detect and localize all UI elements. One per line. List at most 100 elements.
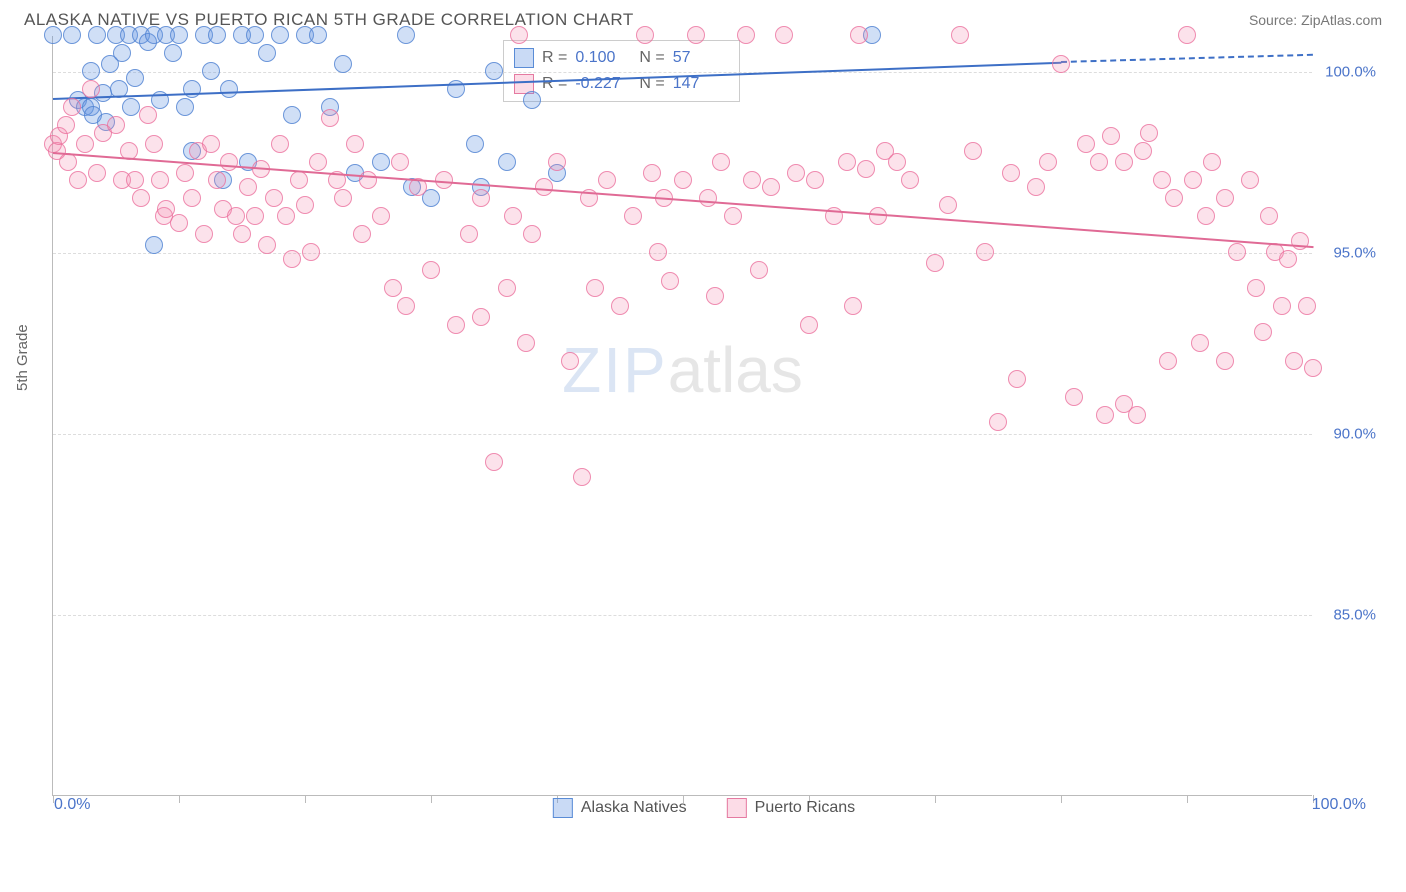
legend-label-pink: Puerto Ricans xyxy=(755,799,856,817)
data-point xyxy=(208,171,226,189)
watermark: ZIPatlas xyxy=(562,333,803,407)
y-tick-label: 95.0% xyxy=(1320,245,1376,262)
data-point xyxy=(573,468,591,486)
data-point xyxy=(126,171,144,189)
data-point xyxy=(151,171,169,189)
data-point xyxy=(126,69,144,87)
data-point xyxy=(283,250,301,268)
swatch-pink-icon xyxy=(727,798,747,818)
data-point xyxy=(372,207,390,225)
data-point xyxy=(170,214,188,232)
data-point xyxy=(857,160,875,178)
data-point xyxy=(164,44,182,62)
data-point xyxy=(498,153,516,171)
data-point xyxy=(1298,297,1316,315)
data-point xyxy=(1052,55,1070,73)
data-point xyxy=(976,243,994,261)
trend-line xyxy=(1061,54,1313,63)
data-point xyxy=(504,207,522,225)
data-point xyxy=(1241,171,1259,189)
data-point xyxy=(1216,189,1234,207)
data-point xyxy=(806,171,824,189)
data-point xyxy=(283,106,301,124)
legend: Alaska Natives Puerto Ricans xyxy=(553,798,855,818)
data-point xyxy=(220,153,238,171)
data-point xyxy=(649,243,667,261)
data-point xyxy=(384,279,402,297)
data-point xyxy=(88,26,106,44)
x-tick xyxy=(1061,795,1062,803)
data-point xyxy=(334,189,352,207)
data-point xyxy=(145,236,163,254)
data-point xyxy=(1077,135,1095,153)
data-point xyxy=(1065,388,1083,406)
data-point xyxy=(63,98,81,116)
data-point xyxy=(636,26,654,44)
data-point xyxy=(1247,279,1265,297)
gridline xyxy=(53,615,1312,616)
y-tick-label: 100.0% xyxy=(1320,64,1376,81)
source-label: Source: ZipAtlas.com xyxy=(1249,12,1382,28)
data-point xyxy=(359,171,377,189)
data-point xyxy=(176,164,194,182)
data-point xyxy=(122,98,140,116)
watermark-part1: ZIP xyxy=(562,334,668,406)
data-point xyxy=(1134,142,1152,160)
data-point xyxy=(290,171,308,189)
data-point xyxy=(1178,26,1196,44)
data-point xyxy=(1197,207,1215,225)
data-point xyxy=(844,297,862,315)
data-point xyxy=(485,62,503,80)
data-point xyxy=(69,171,87,189)
data-point xyxy=(762,178,780,196)
data-point xyxy=(643,164,661,182)
data-point xyxy=(1191,334,1209,352)
data-point xyxy=(447,316,465,334)
data-point xyxy=(246,26,264,44)
gridline xyxy=(53,72,1312,73)
data-point xyxy=(422,261,440,279)
data-point xyxy=(1102,127,1120,145)
swatch-blue-icon xyxy=(514,48,534,68)
data-point xyxy=(353,225,371,243)
data-point xyxy=(391,153,409,171)
data-point xyxy=(1184,171,1202,189)
r-label: R = xyxy=(542,75,567,93)
x-tick xyxy=(431,795,432,803)
swatch-blue-icon xyxy=(553,798,573,818)
data-point xyxy=(1304,359,1322,377)
data-point xyxy=(1027,178,1045,196)
legend-label-blue: Alaska Natives xyxy=(581,799,687,817)
data-point xyxy=(1039,153,1057,171)
data-point xyxy=(195,225,213,243)
data-point xyxy=(208,26,226,44)
data-point xyxy=(271,135,289,153)
data-point xyxy=(1128,406,1146,424)
x-tick xyxy=(935,795,936,803)
data-point xyxy=(510,26,528,44)
data-point xyxy=(706,287,724,305)
data-point xyxy=(548,153,566,171)
data-point xyxy=(1165,189,1183,207)
data-point xyxy=(724,207,742,225)
data-point xyxy=(787,164,805,182)
data-point xyxy=(63,26,81,44)
data-point xyxy=(1254,323,1272,341)
data-point xyxy=(901,171,919,189)
data-point xyxy=(951,26,969,44)
data-point xyxy=(661,272,679,290)
data-point xyxy=(1260,207,1278,225)
stats-row-blue: R = 0.100 N = 57 xyxy=(514,45,729,71)
data-point xyxy=(183,80,201,98)
data-point xyxy=(1203,153,1221,171)
legend-item-pink: Puerto Ricans xyxy=(727,798,856,818)
data-point xyxy=(277,207,295,225)
data-point xyxy=(246,207,264,225)
data-point xyxy=(82,80,100,98)
data-point xyxy=(498,279,516,297)
data-point xyxy=(334,55,352,73)
data-point xyxy=(472,308,490,326)
n-value-blue: 57 xyxy=(673,49,729,67)
data-point xyxy=(800,316,818,334)
data-point xyxy=(1090,153,1108,171)
